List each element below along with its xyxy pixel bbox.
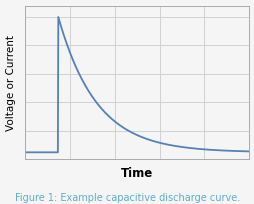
Text: Figure 1: Example capacitive discharge curve.: Figure 1: Example capacitive discharge c… <box>15 193 239 203</box>
X-axis label: Time: Time <box>120 167 153 180</box>
Y-axis label: Voltage or Current: Voltage or Current <box>6 34 15 131</box>
